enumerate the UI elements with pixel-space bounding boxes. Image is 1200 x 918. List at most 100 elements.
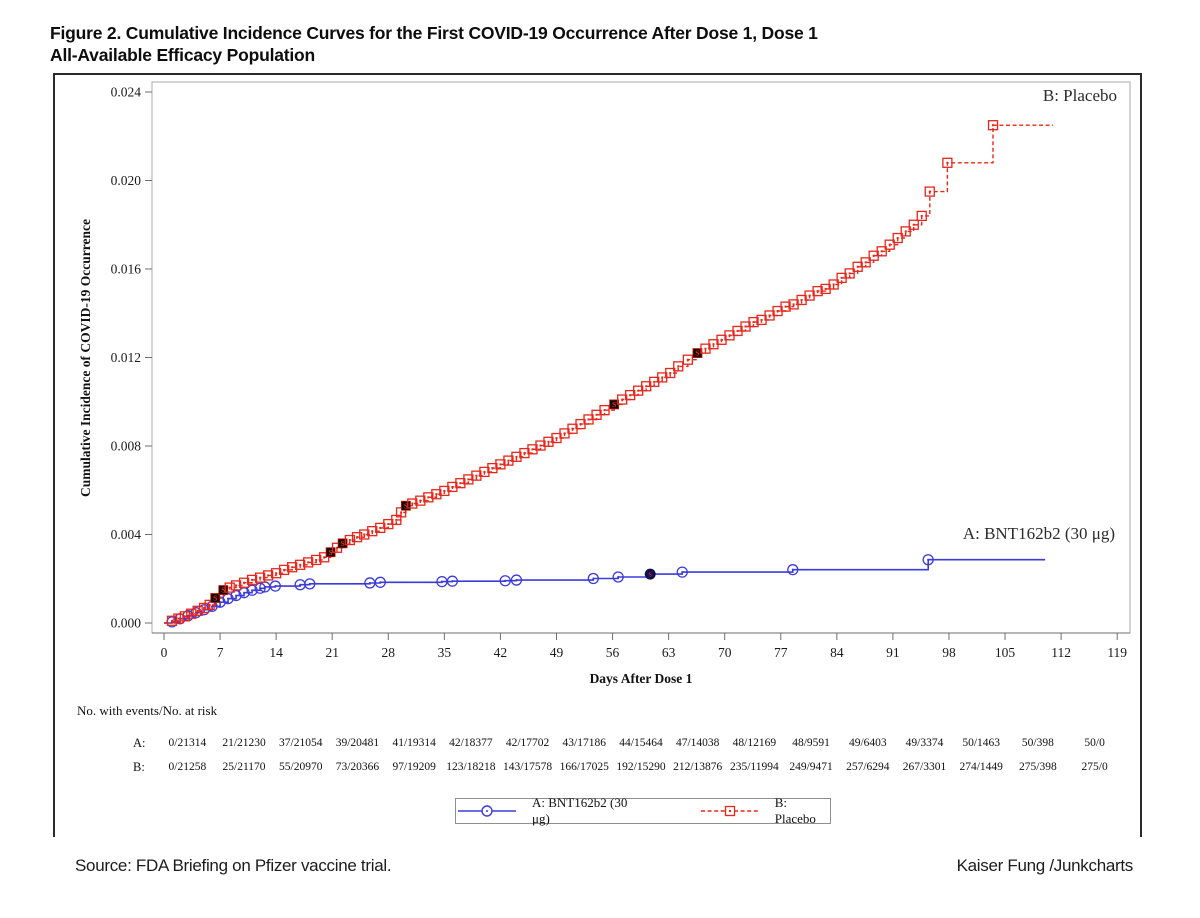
source-note: Source: FDA Briefing on Pfizer vaccine t… (75, 856, 392, 875)
risk-cell: 50/0 (1084, 737, 1105, 749)
series-b-marker (471, 470, 482, 481)
series-b-marker (527, 444, 538, 455)
series-b-marker (455, 478, 466, 489)
series-a-marker (587, 572, 599, 585)
risk-cell: 267/3301 (902, 761, 947, 773)
series-b-marker-dot (848, 272, 851, 275)
risk-cell: 235/11994 (729, 761, 779, 773)
series-b-marker (270, 568, 282, 579)
series-b-marker (287, 562, 298, 573)
series-b-marker-dot (539, 444, 542, 447)
risk-cell: 143/17578 (502, 761, 553, 773)
x-tick-label: 70 (718, 645, 732, 660)
series-b-marker-dot (792, 303, 795, 306)
figure-title: Figure 2. Cumulative Incidence Curves fo… (50, 22, 818, 66)
x-tick-label: 49 (550, 645, 564, 660)
series-b-marker-dot (896, 237, 899, 240)
series-b-marker (543, 436, 554, 447)
risk-cell: 48/9591 (792, 737, 830, 749)
legend-a-swatch (456, 804, 518, 818)
x-tick-label: 105 (995, 645, 1016, 660)
series-b-marker-dot (704, 347, 707, 350)
series-a-marker-dot (927, 558, 930, 561)
series-b-marker (344, 534, 355, 546)
risk-cell: 274/1449 (959, 761, 1003, 773)
series-a-marker-dot (515, 579, 518, 582)
x-tick-label: 63 (662, 645, 676, 660)
series-b-marker-dot (379, 526, 382, 529)
series-b-marker (844, 268, 855, 279)
risk-cell: 275/398 (1019, 761, 1057, 773)
series-b-marker-dot (299, 563, 302, 566)
series-a-marker-dot (274, 585, 277, 588)
series-b-marker (246, 574, 258, 586)
x-tick-label: 91 (886, 645, 900, 660)
series-b-severe-marker (218, 585, 229, 595)
series-a-marker-dot (451, 580, 454, 583)
series-b-marker-dot (531, 448, 534, 451)
series-b-marker-dot (371, 530, 374, 533)
series-b-marker (511, 451, 522, 462)
credit-note: Kaiser Fung /Junkcharts (956, 856, 1134, 875)
series-b-marker-dot (251, 578, 254, 581)
series-b-marker-dot (800, 298, 803, 301)
severe-case-letter: S (221, 586, 225, 595)
series-b-marker (367, 526, 378, 537)
series-b-line (164, 124, 1054, 624)
series-a-marker-dot (368, 581, 371, 584)
legend-a-label: A: BNT162b2 (30 μg) (532, 795, 628, 826)
series-a-severe-marker (644, 568, 656, 580)
risk-cell: 0/21314 (168, 737, 207, 749)
risk-cell: 123/18218 (446, 761, 496, 773)
series-b-line-sample (700, 805, 759, 817)
series-b-marker-dot (267, 574, 270, 577)
series-b-marker (535, 440, 546, 451)
series-b-marker-dot (904, 230, 907, 233)
series-a-marker (676, 566, 688, 578)
risk-row-label: B: (133, 759, 145, 774)
series-b-marker (519, 447, 530, 459)
series-a-marker-dot (227, 597, 230, 600)
risk-cell: 212/13876 (673, 761, 723, 773)
x-tick-label: 112 (1051, 645, 1071, 660)
x-tick-label: 42 (494, 645, 508, 660)
risk-cell: 43/17186 (562, 737, 606, 749)
series-a-marker-dot (504, 579, 507, 582)
severe-case-letter: S (213, 594, 217, 603)
series-b-marker (431, 489, 442, 500)
series-b-marker (487, 462, 498, 474)
x-tick-label: 35 (438, 645, 452, 660)
series-b-marker-dot (808, 294, 811, 297)
series-b-marker-dot (637, 389, 640, 392)
risk-row-a: A: 0/21314 21/21230 37/21054 39/20481 41/1931… (133, 735, 1123, 751)
series-b-marker-dot (587, 418, 590, 421)
series-b-marker-dot (840, 276, 843, 279)
series-b-marker-dot (824, 287, 827, 290)
risk-cell: 50/1463 (962, 737, 1001, 749)
series-b-severe-marker (337, 538, 348, 549)
risk-table-header: No. with events/No. at risk (77, 703, 218, 718)
series-b-marker-dot (928, 190, 931, 193)
x-tick-label: 119 (1107, 645, 1127, 660)
series-b-marker-dot (467, 478, 470, 481)
series-b-marker (192, 605, 203, 616)
y-tick-label: 0.020 (111, 173, 142, 188)
series-b-marker (262, 570, 274, 581)
series-a-marker (304, 578, 316, 590)
series-a-marker (374, 576, 386, 588)
series-a-marker-dot (617, 575, 620, 578)
series-b-marker (186, 608, 197, 619)
series-b-marker-dot (736, 329, 739, 332)
series-a-marker (254, 582, 266, 594)
series-b-marker (359, 529, 370, 540)
series-b-marker-dot (523, 452, 526, 455)
severe-case-letter: S (404, 501, 408, 510)
series-b-marker (908, 219, 919, 230)
severe-case-letter: S (695, 349, 699, 358)
plot-border (151, 81, 1131, 634)
x-tick-label: 21 (325, 645, 339, 660)
y-tick-label: 0.004 (111, 527, 142, 542)
series-b-marker (230, 580, 242, 591)
severe-case-letter: S (612, 400, 616, 409)
